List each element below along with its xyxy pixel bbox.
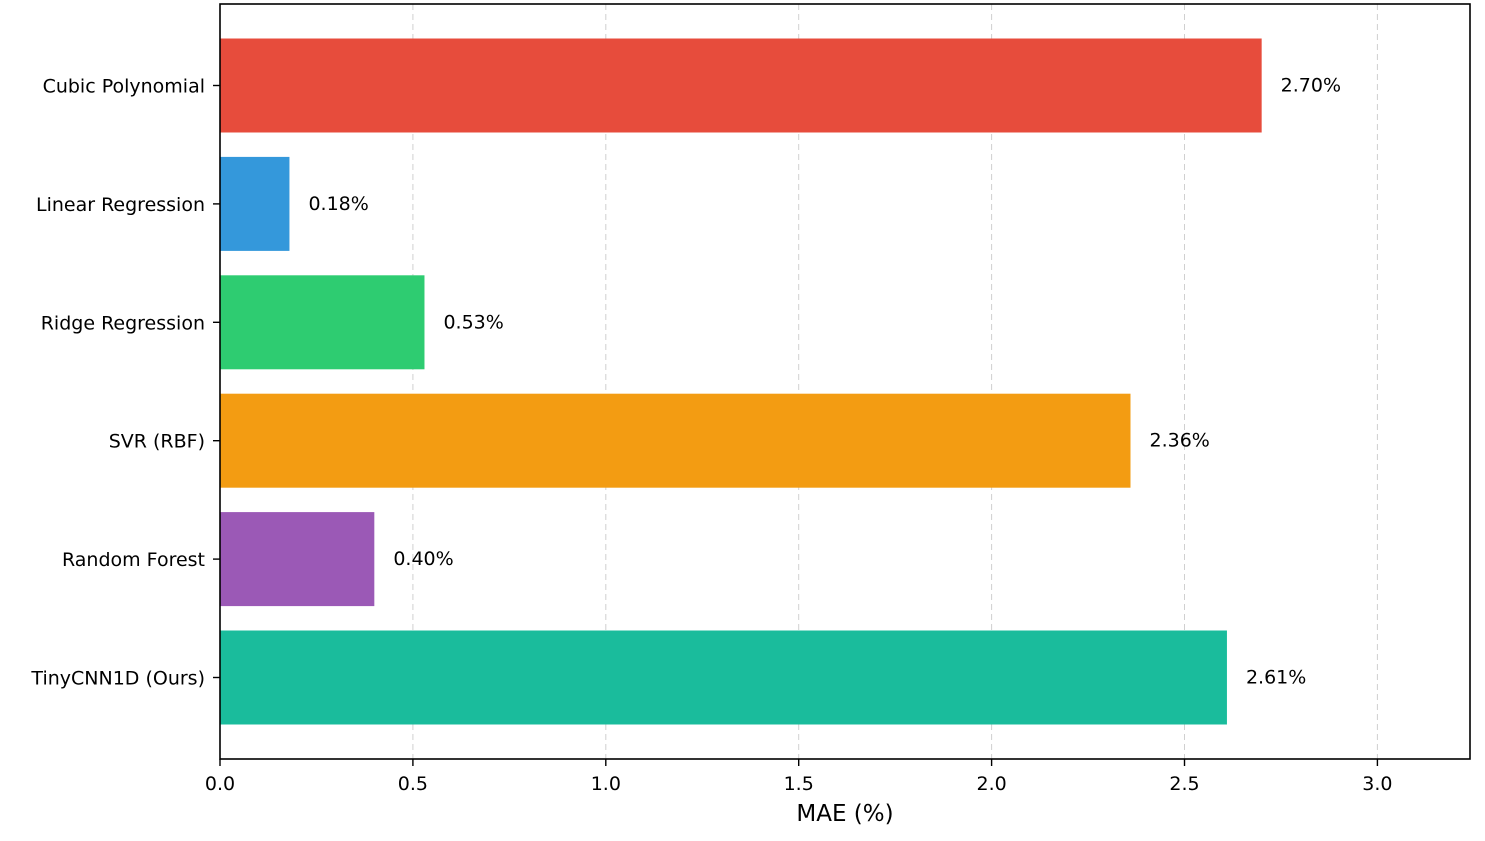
bar (220, 275, 425, 370)
x-tick-label: 2.5 (1169, 773, 1199, 795)
x-axis-title: MAE (%) (796, 801, 893, 827)
bar-value-label: 2.36% (1149, 430, 1209, 452)
bar-value-label: 0.18% (308, 193, 368, 215)
bars (220, 38, 1262, 725)
bar (220, 512, 375, 607)
x-tick-label: 3.0 (1362, 773, 1392, 795)
bar-value-label: 2.61% (1246, 667, 1306, 689)
x-ticks: 0.0 0.5 1.0 1.5 2.0 2.5 3.0 (205, 759, 1393, 795)
bar (220, 156, 290, 251)
bar-value-label: 0.53% (443, 311, 503, 333)
bar-value-label: 0.40% (393, 548, 453, 570)
bar (220, 630, 1227, 725)
category-label: Linear Regression (36, 194, 205, 216)
category-label: Ridge Regression (41, 312, 205, 334)
x-tick-label: 1.5 (784, 773, 814, 795)
x-tick-label: 0.5 (398, 773, 428, 795)
category-label: Cubic Polynomial (43, 76, 205, 98)
data-labels: 2.70% 0.18% 0.53% 2.36% 0.40% 2.61% (308, 75, 1341, 689)
x-tick-label: 0.0 (205, 773, 235, 795)
category-label: SVR (RBF) (109, 431, 205, 453)
bar (220, 393, 1131, 488)
category-label: Random Forest (62, 549, 205, 571)
x-tick-label: 2.0 (976, 773, 1006, 795)
bar-value-label: 2.70% (1281, 75, 1341, 97)
category-label: TinyCNN1D (Ours) (30, 668, 205, 690)
bar (220, 38, 1262, 133)
y-ticks: Cubic Polynomial Linear Regression Ridge R… (30, 76, 220, 690)
x-tick-label: 1.0 (591, 773, 621, 795)
plot-frame (219, 3, 1471, 760)
